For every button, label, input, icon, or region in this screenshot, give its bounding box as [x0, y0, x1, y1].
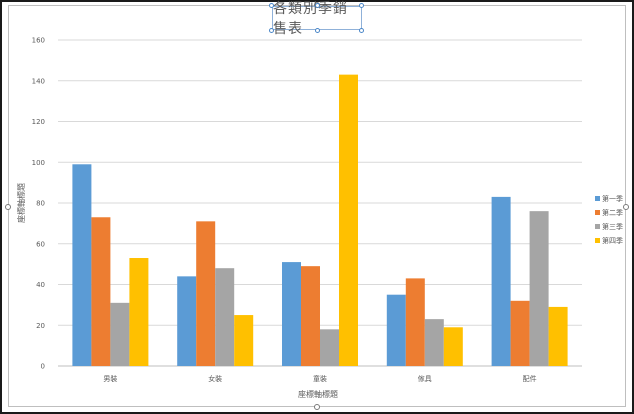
y-tick-label: 80: [36, 200, 45, 208]
bar[interactable]: [110, 302, 130, 366]
chart-title-box[interactable]: 各類別季銷售表: [272, 1, 362, 37]
bar[interactable]: [548, 306, 568, 366]
legend-label: 第一季: [602, 194, 623, 203]
x-tick-label: 配件: [523, 374, 537, 383]
bar[interactable]: [234, 315, 254, 366]
title-handle[interactable]: [359, 3, 364, 8]
bar[interactable]: [72, 164, 92, 366]
bar[interactable]: [386, 294, 406, 366]
x-axis-title[interactable]: 座標軸標題: [298, 389, 338, 399]
x-axis-ticks: 男裝 女裝 童裝 傢具 配件: [103, 374, 536, 383]
bars: [72, 74, 568, 366]
x-tick-label: 傢具: [418, 374, 432, 383]
y-tick-label: 120: [32, 118, 45, 126]
title-handle[interactable]: [315, 3, 320, 8]
legend-swatch: [595, 196, 600, 201]
bar[interactable]: [405, 278, 425, 366]
legend-label: 第二季: [602, 208, 623, 217]
bar[interactable]: [177, 276, 197, 366]
resize-handle-right[interactable]: [623, 204, 629, 210]
bar[interactable]: [491, 196, 511, 366]
y-tick-label: 20: [36, 322, 45, 330]
bar[interactable]: [301, 266, 320, 366]
bar[interactable]: [215, 268, 235, 366]
y-tick-label: 140: [32, 77, 45, 85]
x-tick-label: 童裝: [313, 374, 327, 383]
y-tick-label: 0: [41, 363, 45, 371]
title-handle[interactable]: [359, 28, 364, 33]
resize-handle-bottom[interactable]: [314, 404, 320, 410]
legend-swatch: [595, 238, 600, 243]
bar[interactable]: [91, 217, 111, 366]
legend-swatch: [595, 224, 600, 229]
bar[interactable]: [424, 319, 444, 366]
bar[interactable]: [196, 221, 216, 366]
y-tick-label: 60: [36, 240, 45, 248]
x-tick-label: 女裝: [208, 374, 222, 383]
bar[interactable]: [529, 211, 549, 366]
title-handle[interactable]: [269, 3, 274, 8]
bar[interactable]: [510, 300, 530, 366]
bar[interactable]: [443, 327, 463, 366]
y-tick-label: 40: [36, 281, 45, 289]
y-axis-title[interactable]: 座標軸標題: [16, 183, 26, 223]
resize-handle-left[interactable]: [5, 204, 11, 210]
title-handle[interactable]: [269, 28, 274, 33]
y-axis-ticks: 0 20 40 60 80 100 120 140 160: [32, 37, 45, 371]
legend-label: 第三季: [602, 222, 623, 231]
bar[interactable]: [339, 74, 358, 366]
chart-title: 各類別季銷售表: [273, 1, 348, 37]
legend-swatch: [595, 210, 600, 215]
bar[interactable]: [129, 258, 149, 366]
legend-label: 第四季: [602, 236, 623, 245]
x-tick-label: 男裝: [103, 374, 117, 383]
bar[interactable]: [320, 329, 339, 366]
y-tick-label: 160: [32, 37, 45, 45]
title-handle[interactable]: [315, 28, 320, 33]
bar[interactable]: [282, 262, 301, 366]
y-tick-label: 100: [32, 159, 45, 167]
